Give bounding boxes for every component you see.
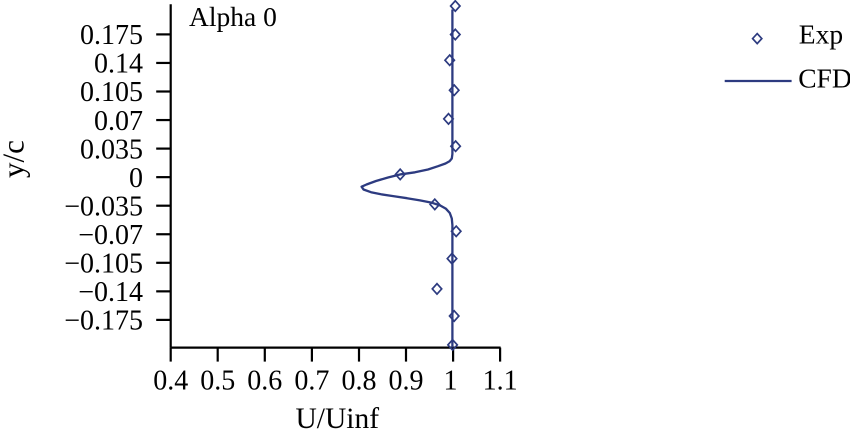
svg-text:−0.175: −0.175	[64, 306, 143, 337]
svg-text:0.4: 0.4	[153, 366, 188, 397]
svg-text:0.8: 0.8	[342, 366, 377, 397]
svg-text:Exp: Exp	[799, 18, 843, 49]
svg-text:0.6: 0.6	[247, 366, 282, 397]
svg-text:−0.07: −0.07	[78, 220, 143, 251]
svg-text:0.07: 0.07	[94, 106, 143, 137]
svg-text:CFD: CFD	[798, 62, 850, 93]
svg-text:1: 1	[444, 366, 458, 397]
svg-text:−0.035: −0.035	[64, 191, 143, 222]
svg-text:U/Uinf: U/Uinf	[296, 403, 380, 430]
svg-text:0.5: 0.5	[200, 366, 235, 397]
svg-text:1.1: 1.1	[483, 366, 518, 397]
svg-text:0: 0	[129, 163, 143, 194]
svg-text:0.175: 0.175	[80, 20, 143, 51]
svg-text:Alpha 0: Alpha 0	[189, 1, 277, 32]
svg-text:0.035: 0.035	[80, 134, 143, 165]
svg-text:−0.105: −0.105	[64, 249, 143, 280]
svg-text:y/c: y/c	[0, 140, 31, 178]
svg-text:0.14: 0.14	[94, 49, 143, 80]
svg-text:0.105: 0.105	[80, 77, 143, 108]
svg-text:0.9: 0.9	[389, 366, 424, 397]
svg-text:−0.14: −0.14	[78, 277, 143, 308]
svg-text:0.7: 0.7	[294, 366, 329, 397]
